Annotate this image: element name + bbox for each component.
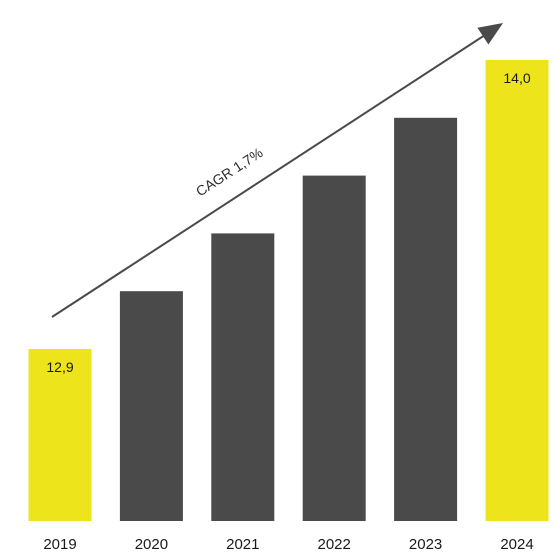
bars-layer xyxy=(28,60,549,522)
x-tick-label-2019: 2019 xyxy=(43,536,76,553)
labels-layer: 2019 12,9 2020 2021 2022 2023 2024 14,0 CAGR 1,7… xyxy=(43,70,533,553)
bar-2024 xyxy=(485,60,549,521)
data-label-2019: 12,9 xyxy=(46,359,73,375)
bar-2019 xyxy=(28,349,92,521)
cagr-arrow xyxy=(51,23,503,318)
bar-2022 xyxy=(302,175,366,521)
cagr-annotation: CAGR 1,7% xyxy=(193,144,266,199)
x-tick-label-2021: 2021 xyxy=(226,536,259,553)
data-label-2024: 14,0 xyxy=(503,70,530,86)
cagr-arrow-head xyxy=(477,23,503,45)
x-tick-label-2020: 2020 xyxy=(135,536,168,553)
bar-2023 xyxy=(394,117,458,522)
bar-2020 xyxy=(119,291,183,521)
x-tick-label-2024: 2024 xyxy=(500,536,533,553)
cagr-arrow-line xyxy=(51,27,496,318)
bar-2021 xyxy=(211,233,275,521)
x-tick-label-2023: 2023 xyxy=(409,536,442,553)
x-tick-label-2022: 2022 xyxy=(318,536,351,553)
